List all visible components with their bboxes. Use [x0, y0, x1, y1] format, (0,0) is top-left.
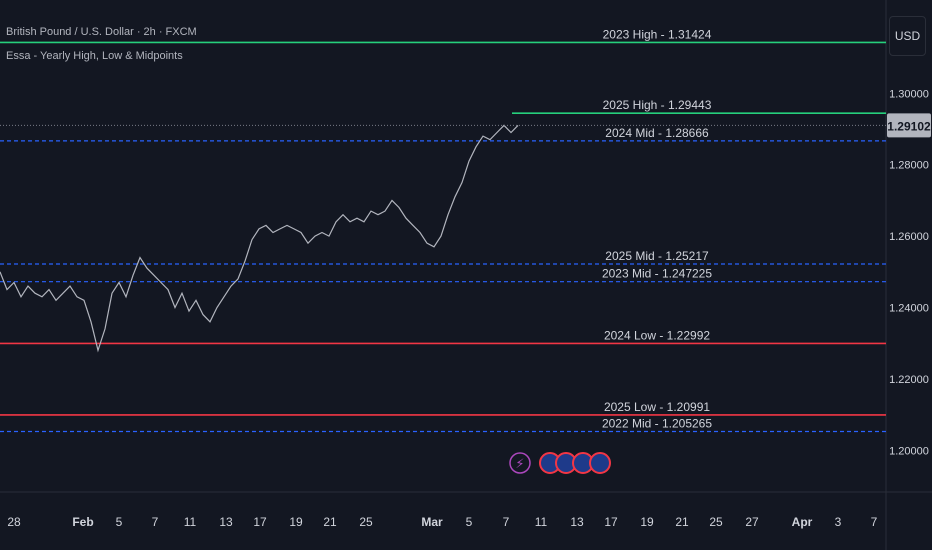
x-tick-label: 7 [152, 515, 159, 529]
x-tick-label: 25 [709, 515, 723, 529]
x-tick-label: Mar [421, 515, 443, 529]
level-label: 2025 Low - 1.20991 [604, 400, 710, 414]
level-label: 2024 Mid - 1.28666 [605, 126, 709, 140]
level-label: 2023 Mid - 1.247225 [602, 267, 712, 281]
x-tick-label: 19 [640, 515, 654, 529]
x-tick-label: 13 [219, 515, 233, 529]
current-price-label: 1.29102 [887, 119, 931, 133]
y-tick-label: 1.20000 [889, 445, 929, 457]
x-tick-label: 11 [184, 515, 197, 529]
level-label: 2022 Mid - 1.205265 [602, 416, 712, 430]
x-tick-label: 5 [116, 515, 123, 529]
y-tick-label: 1.30000 [889, 88, 929, 100]
x-tick-label: 17 [604, 515, 618, 529]
x-tick-label: 7 [871, 515, 878, 529]
x-tick-label: 13 [570, 515, 584, 529]
x-tick-label: 21 [675, 515, 689, 529]
currency-button[interactable]: USD [889, 16, 926, 56]
y-tick-label: 1.28000 [889, 160, 929, 172]
x-tick-label: 27 [745, 515, 759, 529]
x-tick-label: 11 [535, 515, 548, 529]
level-label: 2025 High - 1.29443 [603, 98, 712, 112]
price-series-line [0, 124, 519, 353]
x-tick-label: 25 [359, 515, 373, 529]
indicator-title: Essa - Yearly High, Low & Midpoints [6, 50, 183, 62]
level-label: 2023 High - 1.31424 [603, 27, 712, 41]
y-tick-label: 1.26000 [889, 231, 929, 243]
level-label: 2025 Mid - 1.25217 [605, 249, 709, 263]
x-tick-label: 21 [323, 515, 337, 529]
y-tick-label: 1.24000 [889, 302, 929, 314]
x-tick-label: 7 [503, 515, 510, 529]
x-tick-label: 17 [253, 515, 267, 529]
uk-flag-event-icon[interactable] [589, 452, 611, 474]
x-tick-label: 5 [466, 515, 473, 529]
level-label: 2024 Low - 1.22992 [604, 328, 710, 342]
x-tick-label: 19 [289, 515, 303, 529]
symbol-title: British Pound / U.S. Dollar · 2h · FXCM [6, 26, 197, 38]
x-tick-label: 3 [835, 515, 842, 529]
y-tick-label: 1.22000 [889, 374, 929, 386]
x-tick-label: Feb [72, 515, 93, 529]
x-tick-label: Apr [792, 515, 813, 529]
x-tick-label: 28 [7, 515, 21, 529]
lightning-glyph: ⚡ [515, 457, 524, 472]
current-price-badge [887, 113, 931, 138]
lightning-event-icon[interactable] [509, 452, 531, 474]
